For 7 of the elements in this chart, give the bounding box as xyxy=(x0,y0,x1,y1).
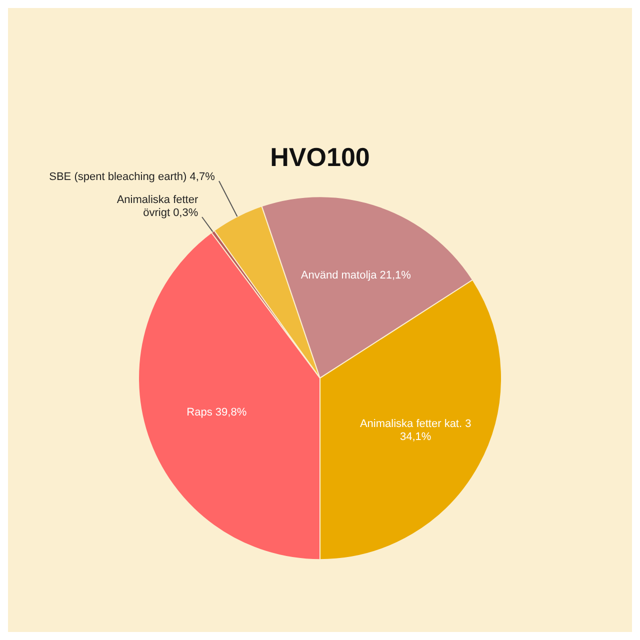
data-label: 34,1% xyxy=(400,430,432,443)
slice-label: Animaliska fetter övrigt 0,3% xyxy=(116,194,198,219)
chart-title: HVO100 xyxy=(270,142,370,172)
slice-label: Använd matolja 21,1% xyxy=(300,269,412,282)
slice-label: SBE (spent bleaching earth) 4,7% xyxy=(49,171,216,184)
slice-label: Raps 39,8% xyxy=(186,406,247,418)
slice-label: Animaliska fetter kat. 3 xyxy=(360,418,472,430)
